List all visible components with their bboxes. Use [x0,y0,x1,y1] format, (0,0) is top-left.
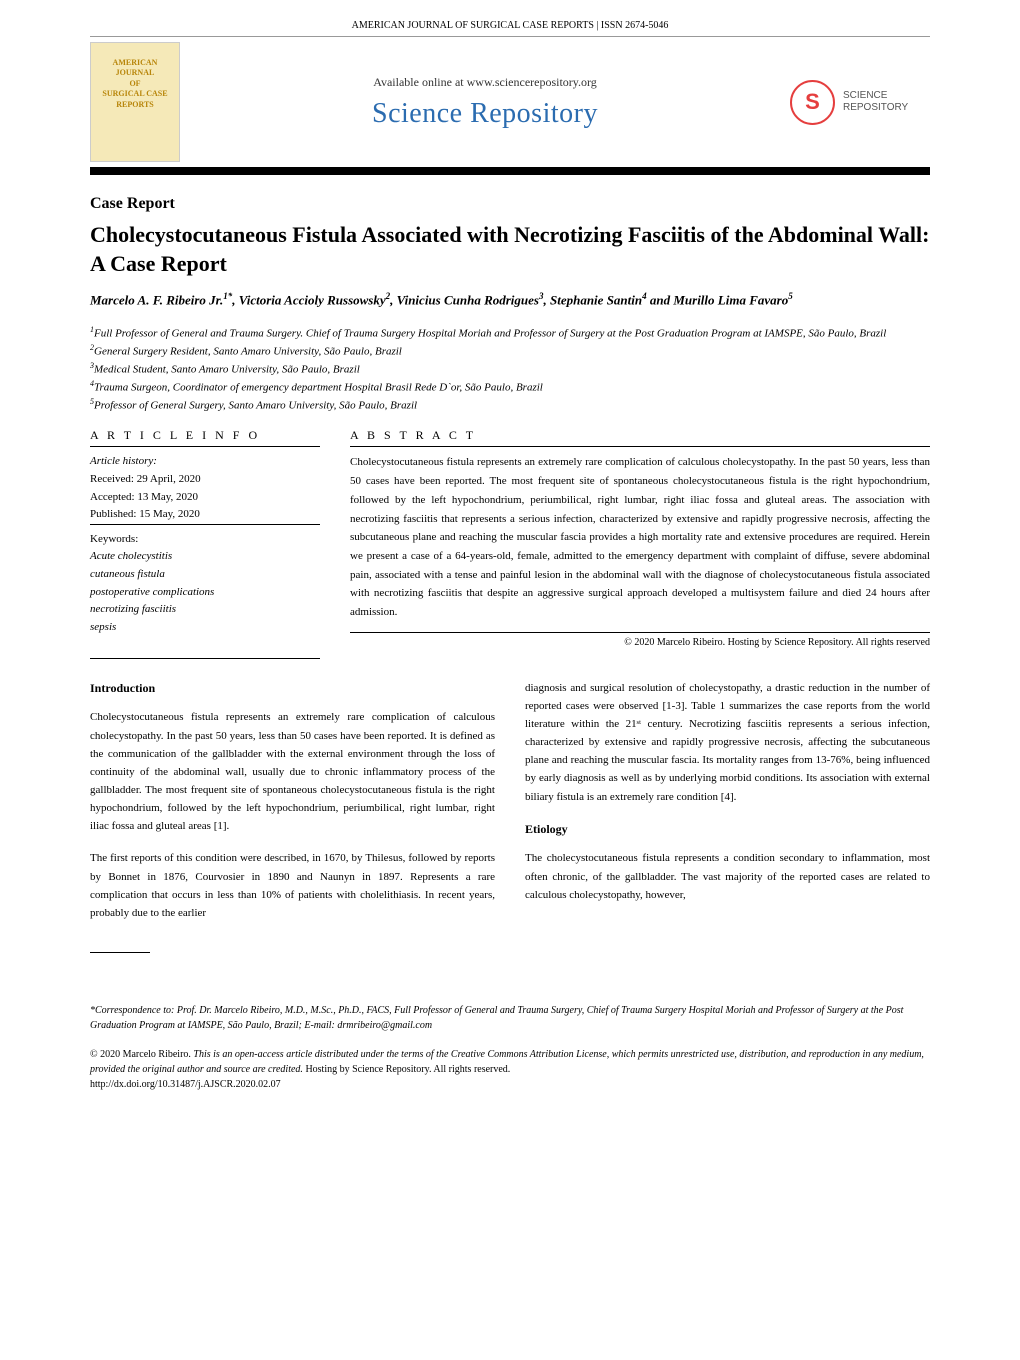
article-info: A R T I C L E I N F O Article history: R… [90,428,320,647]
science-repository-title: Science Repository [180,98,790,130]
content: Case Report Cholecystocutaneous Fistula … [0,175,1020,1003]
rule [90,524,320,525]
keyword: postoperative complications [90,584,320,602]
abstract: A B S T R A C T Cholecystocutaneous fist… [350,428,930,647]
etiology-p1: The cholecystocutaneous fistula represen… [525,849,930,903]
divider-bar [90,167,930,175]
case-report-label: Case Report [90,195,930,213]
body-columns: Introduction Cholecystocutaneous fistula… [90,679,930,963]
affiliations: 1Full Professor of General and Trauma Su… [90,324,930,415]
info-abstract-row: A R T I C L E I N F O Article history: R… [90,428,930,647]
banner: AMERICAN JOURNAL OF SURGICAL CASE REPORT… [90,47,930,157]
keywords: Acute cholecystitiscutaneous fistulapost… [90,548,320,636]
keyword: sepsis [90,619,320,637]
keyword: Acute cholecystitis [90,548,320,566]
abstract-heading: A B S T R A C T [350,428,930,446]
etiology-heading: Etiology [525,820,930,840]
license-post: Hosting by Science Repository. All right… [303,1064,510,1075]
cover-line1: AMERICAN JOURNAL [96,58,174,79]
article-info-heading: A R T I C L E I N F O [90,428,320,446]
rule [90,446,320,447]
banner-center: Available online at www.sciencerepositor… [180,75,790,130]
published: Published: 15 May, 2020 [90,506,320,524]
history-label: Article history: [90,453,320,471]
abstract-text: Cholecystocutaneous fistula represents a… [350,453,930,621]
intro-p2: The first reports of this condition were… [90,849,495,922]
logo-text-2: REPOSITORY [843,102,908,114]
authors: Marcelo A. F. Ribeiro Jr.1*, Victoria Ac… [90,290,930,310]
logo-text: SCIENCE REPOSITORY [843,90,908,114]
cover-line3: SURGICAL CASE [96,89,174,99]
doi: http://dx.doi.org/10.31487/j.AJSCR.2020.… [90,1079,281,1090]
license: © 2020 Marcelo Ribeiro. This is an open-… [0,1047,1020,1092]
available-text: Available online at www.sciencerepositor… [180,75,790,90]
science-repository-logo: S SCIENCE REPOSITORY [790,80,930,125]
license-pre: © 2020 Marcelo Ribeiro. [90,1049,193,1060]
rule [350,446,930,447]
right-column: diagnosis and surgical resolution of cho… [525,679,930,963]
correspondence: *Correspondence to: Prof. Dr. Marcelo Ri… [0,1003,1020,1033]
rule [90,658,320,659]
introduction-heading: Introduction [90,679,495,699]
logo-text-1: SCIENCE [843,90,908,102]
footnote-rule [90,952,150,953]
keyword: cutaneous fistula [90,566,320,584]
logo-circle-icon: S [790,80,835,125]
received: Received: 29 April, 2020 [90,471,320,489]
left-column: Introduction Cholecystocutaneous fistula… [90,679,495,963]
paper-title: Cholecystocutaneous Fistula Associated w… [90,221,930,278]
journal-header: AMERICAN JOURNAL OF SURGICAL CASE REPORT… [90,0,930,37]
intro-p1: Cholecystocutaneous fistula represents a… [90,708,495,835]
journal-cover: AMERICAN JOURNAL OF SURGICAL CASE REPORT… [90,42,180,162]
cover-line2: OF [96,79,174,89]
keywords-label: Keywords: [90,531,320,549]
cover-line4: REPORTS [96,100,174,110]
copyright: © 2020 Marcelo Ribeiro. Hosting by Scien… [350,632,930,648]
accepted: Accepted: 13 May, 2020 [90,489,320,507]
keyword: necrotizing fasciitis [90,601,320,619]
col2-p1: diagnosis and surgical resolution of cho… [525,679,930,806]
